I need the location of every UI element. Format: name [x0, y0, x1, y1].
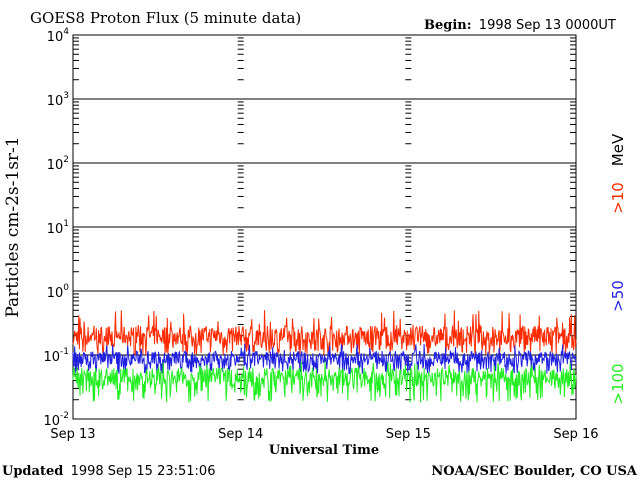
y-tick-label: 10-2: [43, 411, 69, 429]
legend-series-10: >10: [609, 182, 627, 214]
y-tick-label: 100: [47, 283, 70, 301]
source-credit: NOAA/SEC Boulder, CO USA: [431, 464, 638, 479]
y-axis-label: Particles cm-2s-1sr-1: [3, 136, 23, 317]
y-tick-label: 10-1: [43, 347, 69, 365]
chart-title: GOES8 Proton Flux (5 minute data): [30, 9, 301, 27]
legend-unit: MeV: [609, 133, 627, 166]
x-tick-label: Sep 16: [553, 427, 598, 442]
begin-label: Begin:: [424, 18, 472, 33]
legend-series-100: >100: [609, 363, 627, 404]
begin-info: Begin: 1998 Sep 13 0000UT: [424, 17, 616, 33]
updated-value: 1998 Sep 15 23:51:06: [71, 464, 216, 479]
grid-lines: [73, 34, 576, 420]
y-tick-label: 101: [47, 219, 69, 237]
y-tick-label: 104: [47, 27, 70, 45]
x-tick-label: Sep 14: [218, 427, 263, 442]
y-tick-labels: 10-2 10-1 100 101 102 103 104: [43, 27, 69, 429]
y-tick-label: 103: [47, 91, 69, 109]
series-line-10mev: [72, 310, 577, 356]
y-tick-label: 102: [47, 155, 69, 173]
x-tick-label: Sep 15: [386, 427, 431, 442]
x-tick-labels: Sep 13 Sep 14 Sep 15 Sep 16: [50, 427, 598, 442]
updated-info: Updated 1998 Sep 15 23:51:06: [2, 463, 215, 479]
x-axis-label: Universal Time: [269, 443, 379, 458]
legend-series-50: >50: [609, 280, 627, 312]
x-tick-label: Sep 13: [50, 427, 95, 442]
series-line-100mev: [72, 361, 577, 403]
series-layer: [72, 310, 577, 403]
updated-label: Updated: [2, 464, 63, 479]
begin-value: 1998 Sep 13 0000UT: [479, 18, 616, 33]
